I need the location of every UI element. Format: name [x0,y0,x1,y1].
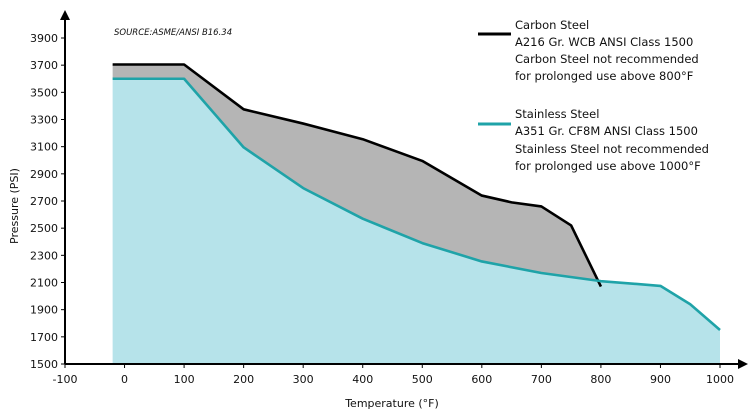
carbon-steel-area [112,64,601,287]
y-tick-label: 3100 [30,141,58,154]
y-tick-label: 1700 [30,331,58,344]
tick-labels: 1500 1700 1900 2100 2300 2500 2700 2900 3100 3300… [30,32,734,386]
y-tick-label: 2300 [30,249,58,262]
x-tick-label: 800 [590,373,611,386]
x-tick-label: 600 [471,373,492,386]
y-axis-arrow [60,10,70,20]
x-tick-label: 100 [174,373,195,386]
y-tick-label: 2700 [30,195,58,208]
legend-stainless-line-4: for prolonged use above 1000°F [515,159,701,173]
area-fills [112,64,721,364]
legend: Carbon Steel A216 Gr. WCB ANSI Class 150… [478,18,709,173]
x-tick-label: 300 [293,373,314,386]
legend-carbon-line-2: A216 Gr. WCB ANSI Class 1500 [515,35,693,49]
x-tick-label: 0 [121,373,128,386]
legend-carbon-line-1: Carbon Steel [515,18,589,32]
y-tick-label: 1900 [30,304,58,317]
legend-stainless-line-3: Stainless Steel not recommended [515,142,709,156]
source-note: SOURCE:ASME/ANSI B16.34 [114,28,232,38]
x-tick-label: 500 [412,373,433,386]
axes [60,10,748,369]
x-axis-arrow [738,359,748,369]
legend-stainless-line-1: Stainless Steel [515,107,599,121]
x-tick-label: 1000 [706,373,734,386]
x-tick-label: 700 [531,373,552,386]
y-tick-label: 2100 [30,277,58,290]
x-tick-label: 900 [650,373,671,386]
legend-stainless-line-2: A351 Gr. CF8M ANSI Class 1500 [515,124,698,138]
x-tick-label: 200 [233,373,254,386]
y-axis-title: Pressure (PSI) [8,168,21,244]
x-tick-label: -100 [53,373,78,386]
series-lines [112,63,721,332]
y-tick-label: 3300 [30,114,58,127]
x-tick-label: 400 [352,373,373,386]
x-axis-title: Temperature (°F) [344,397,439,410]
carbon-steel-line [112,63,603,288]
y-tick-label: 3700 [30,59,58,72]
y-tick-label: 2500 [30,222,58,235]
legend-carbon-line-4: for prolonged use above 800°F [515,69,693,83]
stainless-steel-area [112,78,721,364]
y-tick-label: 1500 [30,358,58,371]
y-tick-label: 3500 [30,86,58,99]
stainless-steel-line [112,77,721,332]
y-tick-label: 2900 [30,168,58,181]
legend-carbon-line-3: Carbon Steel not recommended [515,52,699,66]
y-tick-label: 3900 [30,32,58,45]
